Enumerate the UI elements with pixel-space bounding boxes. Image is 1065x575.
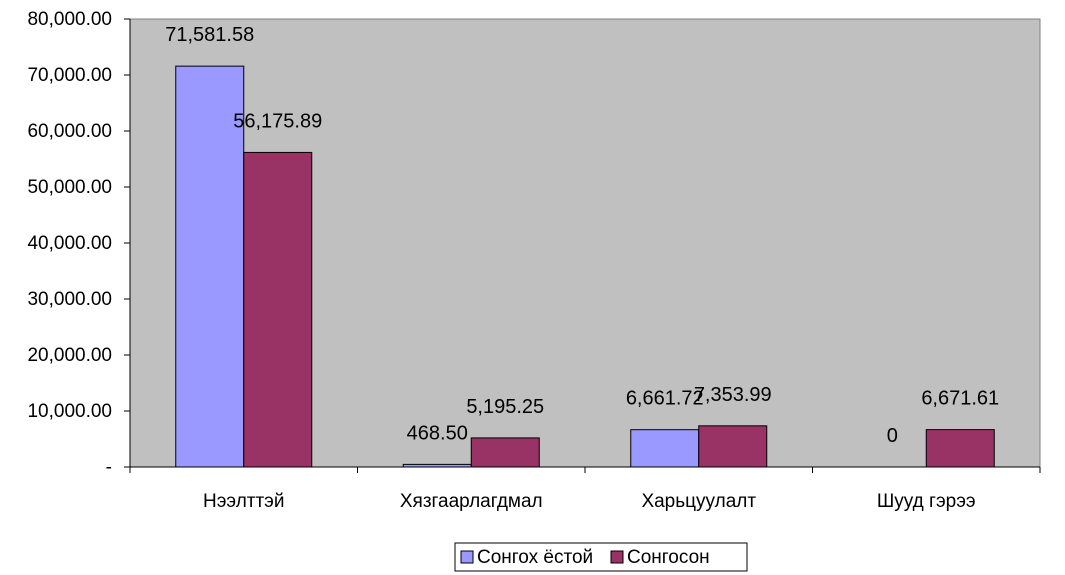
y-tick-label: 30,000.00 [27,289,112,310]
legend-label: Сонгосон [627,547,710,568]
bar-series1 [175,65,245,468]
data-label: 5,195.25 [466,396,544,418]
y-tick-label: 60,000.00 [27,121,112,142]
legend-box [454,542,748,572]
y-tick-label: 10,000.00 [27,401,112,422]
x-category-label: Нээлттэй [203,491,285,512]
data-label: 7,353.99 [694,384,772,406]
y-tick-label: - [106,457,112,478]
y-tick-label: 80,000.00 [27,9,112,30]
bar-series2 [470,437,540,468]
y-tick-label: 20,000.00 [27,345,112,366]
data-label: 56,175.89 [233,110,322,132]
bar-series1 [630,429,700,468]
y-tick-label: 40,000.00 [27,233,112,254]
x-category-label: Хязгаарлагдмал [400,491,543,512]
legend-swatch [460,550,474,564]
bar-series2 [698,425,768,468]
data-label: 71,581.58 [165,24,254,46]
y-tick-label: 70,000.00 [27,65,112,86]
legend-swatch [610,550,624,564]
bar-series2 [243,151,313,468]
legend-label: Сонгох ёстой [477,547,593,568]
data-label: 6,661.72 [626,388,704,410]
bars [175,65,995,468]
y-tick-label: 50,000.00 [27,177,112,198]
x-category-label: Шууд гэрээ [877,491,976,512]
y-axis: - 10,000.00 20,000.00 30,000.00 40,000.00 50,… [27,9,131,478]
legend: Сонгох ёстой Сонгосон [454,542,748,572]
bar-series1 [402,463,472,468]
data-labels: 71,581.58 468.50 6,661.72 0 56,175.89 5,195.2… [165,24,999,447]
x-category-label: Харьцуулалт [641,491,756,512]
x-axis: Нээлттэй Хязгаарлагдмал Харьцуулалт Шууд гэ… [129,466,1041,512]
data-label: 6,671.61 [921,388,999,410]
data-label: 468.50 [407,422,468,444]
bar-series2 [925,429,995,468]
data-label: 0 [887,425,898,447]
